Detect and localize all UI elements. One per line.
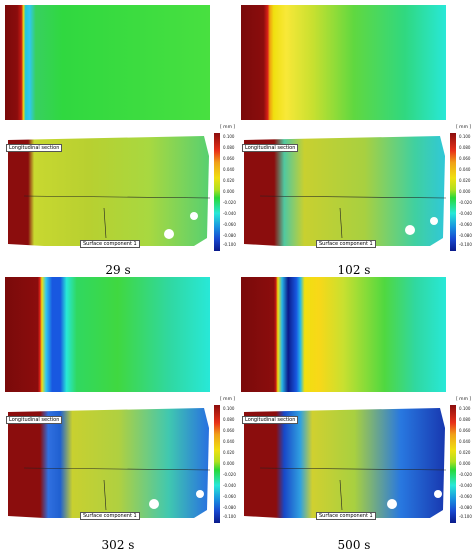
tick-label: 0.080: [459, 145, 471, 150]
colorbar-unit: [ mm ]: [220, 397, 236, 402]
surface-component-label: Surface component 1: [80, 240, 140, 248]
time-caption: 29 s: [105, 263, 131, 277]
tick-label: 0.100: [223, 134, 235, 139]
tick-label: -0.080: [223, 505, 236, 510]
time-caption: 102 s: [337, 263, 371, 277]
tick-label: -0.060: [459, 494, 472, 499]
tick-label: -0.020: [459, 200, 472, 205]
tick-label: -0.080: [223, 233, 236, 238]
tick-label: 0.060: [459, 156, 471, 161]
tick-label: -0.080: [459, 233, 472, 238]
tick-label: 0.000: [223, 189, 235, 194]
tick-label: 0.100: [459, 406, 471, 411]
colorbar-ticks: 0.100 0.080 0.060 0.040 0.020 0.000 -0.0…: [223, 406, 237, 522]
tick-label: -0.040: [459, 483, 472, 488]
tick-label: 0.080: [223, 417, 235, 422]
tick-label: -0.040: [459, 211, 472, 216]
panel-500s: Longitudinal section Surface component 1…: [236, 272, 473, 552]
tick-label: 0.040: [459, 439, 471, 444]
dic-measurement-map: Longitudinal section Surface component 1: [4, 398, 210, 522]
longitudinal-section-label: Longitudinal section: [6, 144, 63, 152]
tick-label: 0.080: [223, 145, 235, 150]
tick-label: 0.100: [223, 406, 235, 411]
tick-label: -0.020: [223, 472, 236, 477]
panel-29s: Longitudinal section Surface component 1…: [0, 0, 237, 277]
simulation-field: [5, 277, 210, 392]
tick-label: 0.000: [459, 189, 471, 194]
tick-label: 0.060: [223, 156, 235, 161]
simulation-field: [241, 5, 446, 120]
dic-measurement-map: Longitudinal section Surface component 1: [240, 126, 446, 250]
surface-component-label: Surface component 1: [316, 512, 376, 520]
dic-measurement-map: Longitudinal section Surface component 1: [4, 126, 210, 250]
time-caption: 302 s: [101, 538, 135, 552]
colorbar-unit: [ mm ]: [456, 397, 472, 402]
surface-component-label: Surface component 1: [80, 512, 140, 520]
tick-label: 0.040: [459, 167, 471, 172]
tick-label: -0.100: [223, 514, 236, 519]
tick-label: 0.080: [459, 417, 471, 422]
tick-label: -0.100: [459, 242, 472, 247]
colorbar-unit: [ mm ]: [456, 125, 472, 130]
tick-label: -0.040: [223, 483, 236, 488]
panel-102s: Longitudinal section Surface component 1…: [236, 0, 473, 277]
tick-label: 0.000: [223, 461, 235, 466]
tick-label: -0.020: [223, 200, 236, 205]
tick-label: 0.020: [459, 178, 471, 183]
longitudinal-section-label: Longitudinal section: [242, 144, 299, 152]
tick-label: 0.000: [459, 461, 471, 466]
time-caption: 500 s: [337, 538, 371, 552]
colorbar: [214, 133, 220, 251]
tick-label: -0.020: [459, 472, 472, 477]
panel-302s: Longitudinal section Surface component 1…: [0, 272, 237, 552]
colorbar-unit: [ mm ]: [220, 125, 236, 130]
tick-label: -0.100: [459, 514, 472, 519]
tick-label: -0.060: [223, 494, 236, 499]
tick-label: -0.060: [223, 222, 236, 227]
dic-measurement-map: Longitudinal section Surface component 1: [240, 398, 446, 522]
tick-label: 0.100: [459, 134, 471, 139]
colorbar: [214, 405, 220, 523]
tick-label: 0.020: [223, 178, 235, 183]
colorbar-ticks: 0.100 0.080 0.060 0.040 0.020 0.000 -0.0…: [459, 406, 473, 522]
tick-label: 0.020: [459, 450, 471, 455]
tick-label: 0.040: [223, 167, 235, 172]
tick-label: 0.060: [223, 428, 235, 433]
tick-label: -0.040: [223, 211, 236, 216]
colorbar: [450, 405, 456, 523]
tick-label: -0.080: [459, 505, 472, 510]
tick-label: -0.100: [223, 242, 236, 247]
tick-label: 0.040: [223, 439, 235, 444]
tick-label: 0.060: [459, 428, 471, 433]
simulation-field: [241, 277, 446, 392]
simulation-field: [5, 5, 210, 120]
tick-label: 0.020: [223, 450, 235, 455]
tick-label: -0.060: [459, 222, 472, 227]
colorbar-ticks: 0.100 0.080 0.060 0.040 0.020 0.000 -0.0…: [223, 134, 237, 250]
longitudinal-section-label: Longitudinal section: [242, 416, 299, 424]
colorbar-ticks: 0.100 0.080 0.060 0.040 0.020 0.000 -0.0…: [459, 134, 473, 250]
colorbar: [450, 133, 456, 251]
surface-component-label: Surface component 1: [316, 240, 376, 248]
longitudinal-section-label: Longitudinal section: [6, 416, 63, 424]
